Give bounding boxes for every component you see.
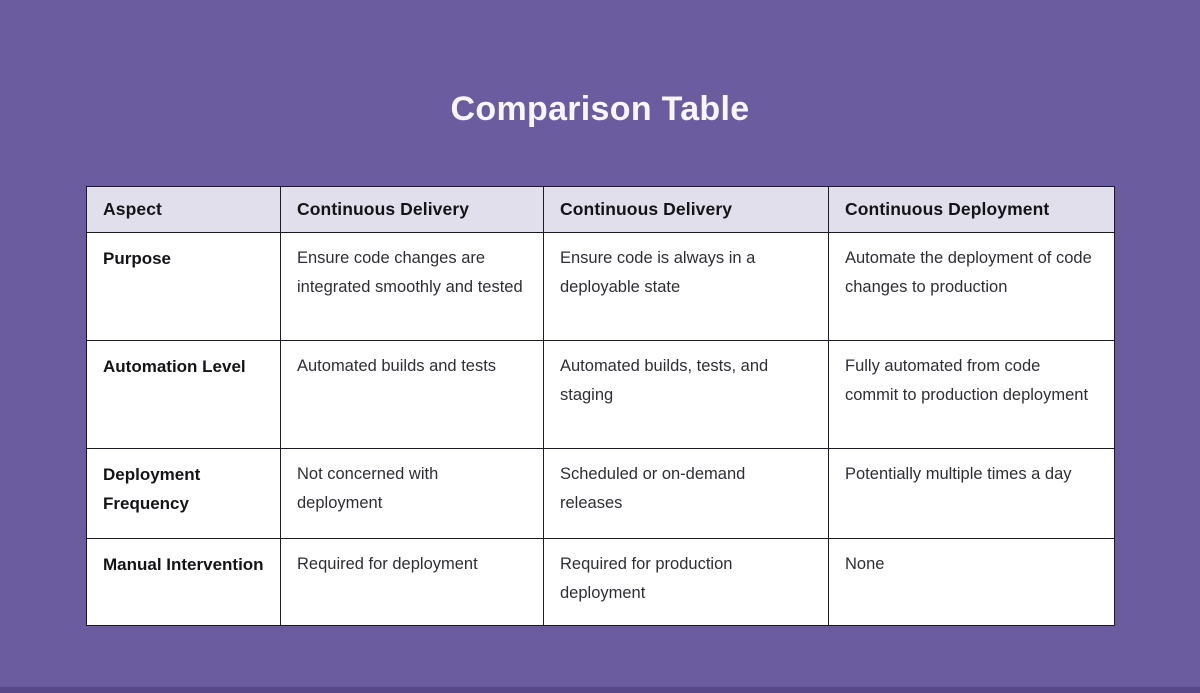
header-row: Aspect Continuous Delivery Continuous De… bbox=[86, 186, 1115, 233]
value-cell: Automated builds, tests, and staging bbox=[543, 340, 829, 449]
aspect-cell: Deployment Frequency bbox=[86, 448, 281, 539]
value-cell: Automate the deployment of code changes … bbox=[828, 232, 1115, 341]
table-row-purpose: Purpose Ensure code changes are integrat… bbox=[86, 232, 1115, 341]
value-cell: Fully automated from code commit to prod… bbox=[828, 340, 1115, 449]
value-cell: Automated builds and tests bbox=[280, 340, 544, 449]
table-row-automation-level: Automation Level Automated builds and te… bbox=[86, 340, 1115, 449]
value-cell: Ensure code is always in a deployable st… bbox=[543, 232, 829, 341]
value-cell: None bbox=[828, 538, 1115, 626]
value-cell: Scheduled or on-demand releases bbox=[543, 448, 829, 539]
aspect-cell: Manual Intervention bbox=[86, 538, 281, 626]
value-cell: Required for production deployment bbox=[543, 538, 829, 626]
value-cell: Ensure code changes are integrated smoot… bbox=[280, 232, 544, 341]
bottom-edge-strip bbox=[0, 687, 1200, 693]
value-cell: Not concerned with deployment bbox=[280, 448, 544, 539]
page-title: Comparison Table bbox=[450, 90, 750, 128]
column-header-continuous-delivery-2: Continuous Delivery bbox=[543, 186, 829, 233]
column-header-continuous-delivery-1: Continuous Delivery bbox=[280, 186, 544, 233]
column-header-aspect: Aspect bbox=[86, 186, 281, 233]
column-header-continuous-deployment: Continuous Deployment bbox=[828, 186, 1115, 233]
table-row-manual-intervention: Manual Intervention Required for deploym… bbox=[86, 538, 1115, 626]
value-cell: Potentially multiple times a day bbox=[828, 448, 1115, 539]
aspect-cell: Purpose bbox=[86, 232, 281, 341]
table-row-deployment-frequency: Deployment Frequency Not concerned with … bbox=[86, 448, 1115, 539]
value-cell: Required for deployment bbox=[280, 538, 544, 626]
aspect-cell: Automation Level bbox=[86, 340, 281, 449]
comparison-table: Aspect Continuous Delivery Continuous De… bbox=[86, 186, 1115, 626]
